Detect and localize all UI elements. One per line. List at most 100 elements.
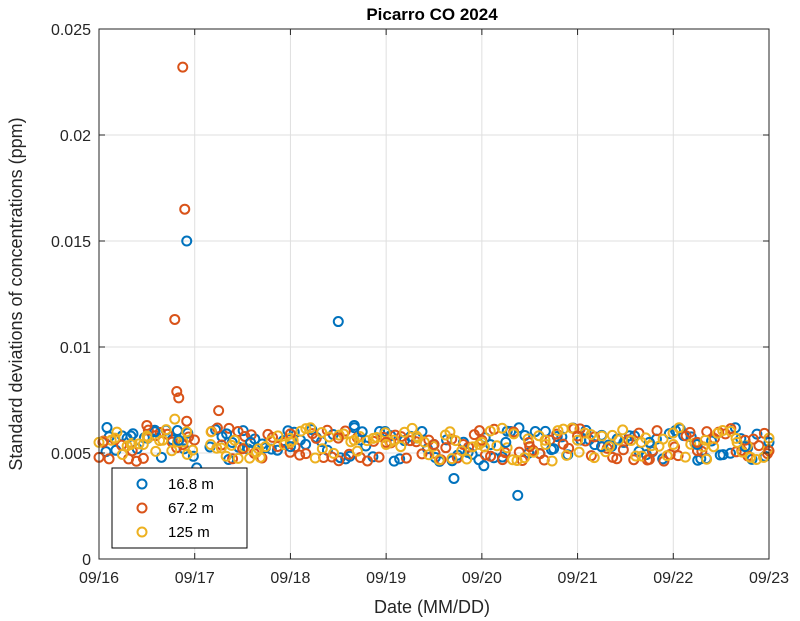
band-point-series-1 [103,453,115,465]
data-point-series-0 [448,472,460,484]
band-point-series-1 [389,429,401,441]
data-point-series-1 [428,439,440,451]
band-point-series-2 [573,446,585,458]
band-point-series-2 [484,425,496,437]
band-point-series-2 [446,453,458,465]
band-point-series-0 [187,450,199,462]
x-tick-label: 09/17 [175,570,215,587]
data-point-series-2 [181,426,193,438]
y-axis-title: Standard deviations of concentrations (p… [6,117,26,470]
data-point-series-1 [169,313,181,325]
band-point-series-1 [188,434,200,446]
data-point-series-1 [572,430,584,442]
x-tick-label: 09/18 [270,570,310,587]
band-point-series-2 [278,439,290,451]
band-point-series-1 [579,435,591,447]
data-points [93,61,775,501]
data-point-series-0 [643,436,655,448]
band-point-series-1 [321,424,333,436]
band-point-series-2 [304,422,316,434]
band-point-series-0 [725,447,737,459]
data-point-series-1 [524,441,536,453]
band-point-series-1 [245,429,257,441]
band-point-series-2 [142,432,154,444]
data-point-series-2 [572,434,584,446]
band-point-series-2 [745,451,757,463]
data-point-series-2 [667,439,679,451]
band-point-series-0 [706,435,718,447]
band-point-series-1 [310,432,322,444]
band-point-series-2 [717,425,729,437]
band-point-series-2 [712,427,724,439]
band-point-series-2 [215,442,227,454]
band-point-series-1 [617,444,629,456]
band-point-series-2 [725,425,737,437]
band-point-series-2 [166,445,178,457]
data-point-series-0 [356,426,368,438]
x-tick-label: 09/20 [462,570,502,587]
band-point-series-2 [588,452,600,464]
band-point-series-2 [617,424,629,436]
y-tick-label: 0.015 [51,234,91,251]
band-point-series-2 [461,453,473,465]
band-point-series-2 [552,425,564,437]
band-point-series-2 [150,445,162,457]
x-tick-label: 09/21 [558,570,598,587]
data-point-series-2 [253,443,265,455]
band-point-series-0 [394,453,406,465]
band-point-series-1 [672,450,684,462]
band-point-series-2 [501,442,513,454]
data-point-series-2 [157,434,169,446]
band-point-series-2 [423,449,435,461]
band-point-series-1 [651,425,663,437]
x-tick-label: 09/19 [366,570,406,587]
data-point-series-2 [731,436,743,448]
y-tick-label: 0.01 [60,340,91,357]
data-point-series-2 [476,436,488,448]
band-point-series-2 [561,449,573,461]
band-point-series-2 [596,430,608,442]
data-point-series-1 [181,415,193,427]
band-point-series-2 [287,434,299,446]
band-point-series-1 [227,453,239,465]
data-point-series-2 [412,432,424,444]
band-point-series-2 [518,452,530,464]
band-point-series-2 [328,447,340,459]
data-point-series-2 [603,441,615,453]
band-point-series-1 [333,455,345,467]
data-point-series-2 [540,439,552,451]
band-point-series-0 [237,425,249,437]
band-point-series-1 [373,451,385,463]
band-point-series-2 [244,452,256,464]
x-tick-label: 09/22 [653,570,693,587]
band-point-series-2 [406,422,418,434]
legend-box [111,467,248,549]
data-point-series-1 [171,386,183,398]
band-point-series-2 [116,448,128,460]
band-point-series-2 [750,453,762,465]
data-point-series-0 [284,441,296,453]
data-point-series-2 [109,432,121,444]
band-point-series-2 [708,441,720,453]
data-point-series-0 [512,489,524,501]
data-point-series-1 [179,203,191,215]
plot-area-frame [98,28,770,560]
band-point-series-1 [239,430,251,442]
band-point-series-2 [625,435,637,447]
band-point-series-2 [507,454,519,466]
data-point-series-2 [141,430,153,442]
data-point-series-2 [635,436,647,448]
band-point-series-2 [187,444,199,456]
data-point-series-2 [699,434,711,446]
band-point-series-2 [371,432,383,444]
axis-ticks: 09/16 09/17 09/18 09/19 09/20 09/21 09/22 09/23… [51,22,789,587]
band-point-series-2 [260,441,272,453]
band-point-series-1 [753,440,765,452]
band-point-series-1 [485,450,497,462]
band-point-series-2 [361,435,373,447]
band-point-series-1 [473,425,485,437]
band-point-series-0 [360,440,372,452]
y-tick-label: 0.025 [51,22,91,39]
y-tick-label: 0.02 [60,128,91,145]
